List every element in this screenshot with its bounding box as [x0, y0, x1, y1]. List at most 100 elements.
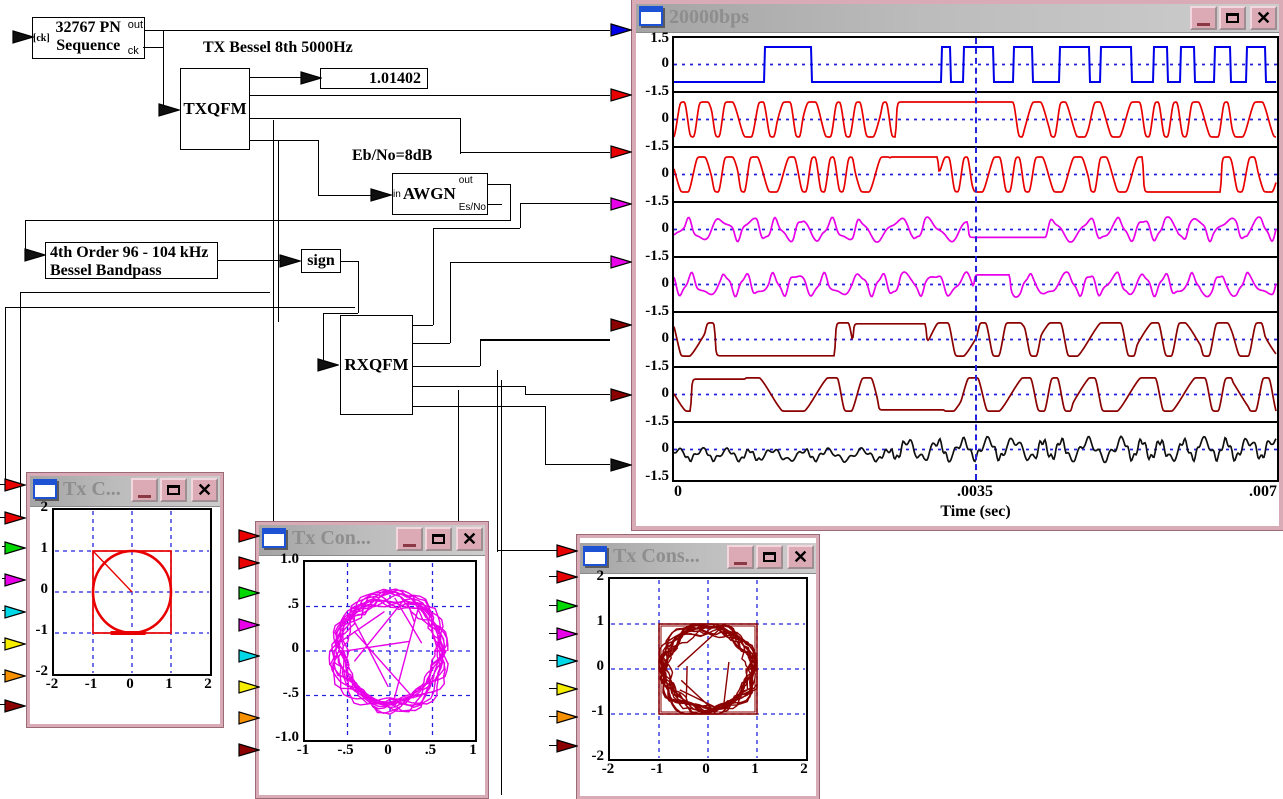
ebno-label: Eb/No=8dB — [352, 147, 433, 164]
connector-arrow-magenta[interactable] — [556, 627, 578, 641]
rxqfm-block[interactable]: RXQFM — [340, 315, 413, 415]
wire — [480, 339, 610, 341]
minimize-button[interactable] — [727, 545, 754, 569]
connector-arrow-red[interactable] — [238, 529, 260, 543]
bessel-bandpass-block[interactable]: 4th Order 96 - 104 kHz Bessel Bandpass — [45, 242, 218, 279]
connector-arrow-black[interactable] — [158, 103, 180, 117]
connector-arrow-green[interactable] — [556, 599, 578, 613]
connector-arrow-red[interactable] — [610, 88, 632, 102]
window-titlebar[interactable]: Tx Con... ✕ — [259, 525, 485, 556]
y-tick-label: 0 — [596, 658, 605, 674]
pn-port-out: out — [127, 19, 143, 31]
txqfm-label: TXQFM — [183, 99, 247, 118]
maximize-button[interactable] — [1219, 6, 1246, 30]
x-tick-label: 2 — [800, 761, 808, 777]
connector-arrow-black[interactable] — [24, 248, 46, 262]
connector-arrow-magenta[interactable] — [4, 573, 26, 587]
connector-arrow-magenta[interactable] — [238, 618, 260, 632]
wire — [413, 406, 545, 407]
connector-arrow-darkred[interactable] — [4, 699, 26, 713]
connector-arrow-red[interactable] — [238, 556, 260, 570]
minimize-button[interactable] — [396, 527, 423, 551]
close-icon: ✕ — [1255, 8, 1272, 28]
wire — [545, 464, 610, 465]
connector-arrow-darkred[interactable] — [556, 739, 578, 753]
connector-arrow-black[interactable] — [317, 358, 339, 372]
connector-arrow-magenta[interactable] — [610, 197, 632, 211]
awgn-block[interactable]: in AWGN out Es/No — [392, 173, 488, 215]
y-tick-label: -1 — [591, 703, 605, 719]
minimize-button[interactable] — [1190, 6, 1217, 30]
x-tick-label: 0 — [384, 742, 392, 758]
x-tick-label: -.5 — [337, 742, 354, 758]
connector-arrow-green[interactable] — [238, 586, 260, 600]
connector-arrow-red[interactable] — [556, 544, 578, 558]
time-cursor[interactable] — [975, 38, 977, 480]
pn-title-line1: 32767 PN — [55, 19, 121, 36]
connector-arrow-darkred[interactable] — [610, 388, 632, 402]
close-button[interactable]: ✕ — [456, 527, 483, 551]
connector-arrow-black[interactable] — [370, 188, 392, 202]
connector-arrow-red[interactable] — [4, 478, 26, 492]
connector-arrow-black[interactable] — [610, 458, 632, 472]
close-button[interactable]: ✕ — [191, 478, 218, 502]
tx-filter-label: TX Bessel 8th 5000Hz — [203, 39, 353, 56]
maximize-button[interactable] — [425, 527, 452, 551]
connector-arrow-magenta[interactable] — [610, 255, 632, 269]
wire — [0, 704, 6, 705]
connector-arrow-black[interactable] — [279, 254, 301, 268]
wire — [218, 260, 281, 261]
wire — [413, 343, 450, 344]
maximize-button[interactable] — [160, 478, 187, 502]
wire — [520, 203, 521, 228]
wire — [549, 745, 557, 746]
connector-arrow-cyan[interactable] — [4, 605, 26, 619]
connector-arrow-blue[interactable] — [610, 23, 632, 37]
connector-arrow-cyan[interactable] — [556, 654, 578, 668]
connector-arrow-orange[interactable] — [238, 711, 260, 725]
y-tick-label: -2 — [591, 748, 605, 764]
wire — [549, 550, 557, 551]
window-icon — [583, 546, 607, 566]
connector-arrow-green[interactable] — [4, 541, 26, 555]
maximize-button[interactable] — [756, 545, 783, 569]
minimize-button[interactable] — [131, 478, 158, 502]
connector-arrow-black[interactable] — [12, 30, 34, 44]
sign-block[interactable]: sign — [301, 249, 341, 273]
wire — [460, 118, 461, 154]
y-tick-label: 1 — [596, 613, 605, 629]
wire — [433, 228, 520, 229]
connector-arrow-yellow[interactable] — [4, 637, 26, 651]
connector-arrow-orange[interactable] — [4, 669, 26, 683]
close-button[interactable]: ✕ — [1250, 6, 1277, 30]
window-titlebar[interactable]: Tx C... ✕ — [30, 476, 220, 507]
connector-arrow-yellow[interactable] — [238, 680, 260, 694]
awgn-title: AWGN — [402, 184, 456, 203]
window-titlebar[interactable]: Tx Cons... ✕ — [580, 543, 816, 574]
y-tick-label: 1.5 — [650, 30, 669, 46]
scope-titlebar[interactable]: 20000bps ✕ — [636, 4, 1279, 33]
final-value-box[interactable]: 1.01402 — [320, 68, 428, 89]
wire — [25, 220, 510, 221]
connector-arrow-red[interactable] — [556, 570, 578, 584]
wire — [545, 406, 546, 465]
txqfm-block[interactable]: TXQFM — [180, 68, 250, 150]
connector-arrow-orange[interactable] — [556, 710, 578, 724]
connector-arrow-yellow[interactable] — [556, 682, 578, 696]
window-icon — [639, 6, 663, 26]
connector-arrow-darkred[interactable] — [238, 743, 260, 757]
connector-arrow-red[interactable] — [610, 145, 632, 159]
pn-sequence-block[interactable]: [ck] 32767 PN Sequence out ck — [32, 17, 145, 59]
wire — [0, 517, 6, 518]
close-button[interactable]: ✕ — [787, 545, 814, 569]
x-tick-label: -2 — [601, 761, 615, 777]
x-tick-label: 0 — [674, 483, 682, 500]
connector-arrow-cyan[interactable] — [238, 649, 260, 663]
connector-arrow-red[interactable] — [4, 511, 26, 525]
bessel-line1: 4th Order 96 - 104 kHz — [50, 244, 209, 261]
maximize-icon — [1226, 13, 1239, 23]
connector-arrow-black[interactable] — [300, 71, 322, 85]
y-tick-label: -1.5 — [645, 468, 669, 484]
connector-arrow-darkred[interactable] — [610, 318, 632, 332]
